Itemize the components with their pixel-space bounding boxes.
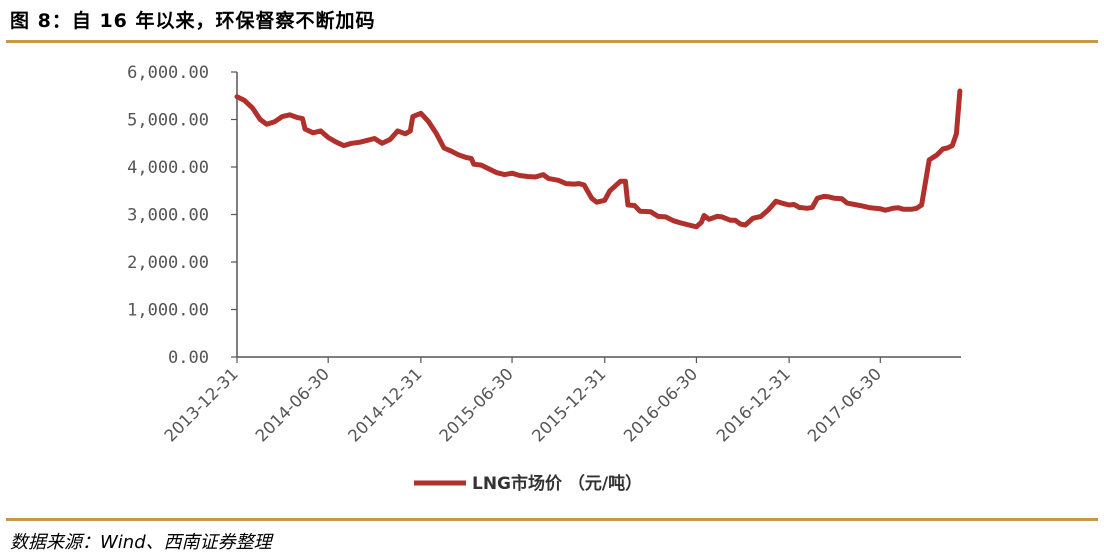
y-tick-label: 1,000.00 (127, 301, 209, 321)
x-tick-label: 2016-12-31 (713, 364, 794, 445)
y-axis: 0.00 1,000.00 2,000.00 3,000.00 4,000.00 5,00… (127, 63, 238, 368)
x-tick-label: 2014-12-31 (344, 364, 425, 445)
legend-label: LNG市场价 （元/吨） (472, 473, 642, 494)
x-axis: 2013-12-31 2014-06-30 2014-12-31 2015-06-30… (161, 356, 961, 446)
x-tick-label: 2015-06-30 (436, 364, 517, 445)
y-tick-label: 2,000.00 (127, 253, 209, 273)
bottom-rule (6, 518, 1098, 521)
lng-price-series-line (234, 88, 963, 230)
lng-price-chart: 0.00 1,000.00 2,000.00 3,000.00 4,000.00 5,00… (127, 63, 963, 494)
x-tick-label: 2017-06-30 (804, 364, 885, 445)
legend: LNG市场价 （元/吨） (414, 473, 642, 494)
plot-area (234, 88, 963, 230)
x-tick-label: 2014-06-30 (252, 364, 333, 445)
y-tick-label: 3,000.00 (127, 206, 209, 226)
y-tick-label: 0.00 (168, 348, 209, 368)
y-tick-label: 5,000.00 (127, 111, 209, 131)
figure-title: 图 8：自 16 年以来，环保督察不断加码 (10, 10, 376, 32)
x-tick-label: 2015-12-31 (528, 364, 609, 445)
y-tick-label: 4,000.00 (127, 158, 209, 178)
x-tick-label: 2016-06-30 (620, 364, 701, 445)
top-rule (6, 40, 1098, 43)
x-tick-label: 2013-12-31 (161, 364, 242, 445)
y-tick-label: 6,000.00 (127, 63, 209, 83)
source-note: 数据来源：Wind、西南证券整理 (10, 532, 272, 553)
